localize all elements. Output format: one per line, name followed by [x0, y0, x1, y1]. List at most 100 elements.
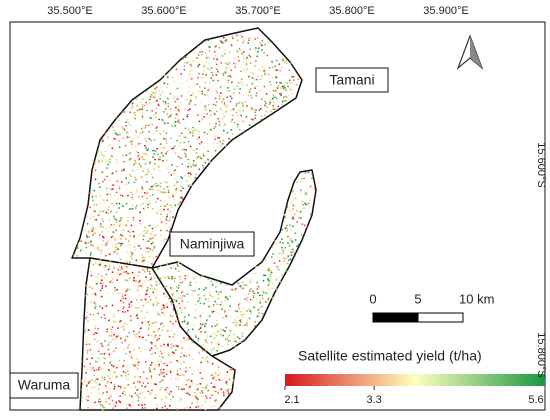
- yield-dot: [176, 120, 179, 123]
- yield-dot: [287, 235, 289, 238]
- yield-dot: [285, 89, 287, 92]
- yield-dot: [126, 289, 128, 292]
- yield-dot: [183, 361, 185, 364]
- yield-dot: [172, 287, 175, 290]
- yield-dot: [179, 294, 182, 297]
- yield-dot: [97, 327, 100, 330]
- yield-dot: [133, 364, 136, 367]
- yield-dot: [141, 384, 143, 387]
- yield-dot: [163, 146, 166, 149]
- yield-dot: [123, 387, 126, 389]
- yield-dot: [281, 57, 284, 60]
- yield-dot: [90, 407, 93, 410]
- yield-dot: [153, 168, 156, 171]
- yield-dot: [256, 55, 259, 58]
- yield-dot: [144, 297, 147, 300]
- yield-dot: [234, 319, 236, 321]
- yield-dot: [222, 98, 225, 101]
- yield-dot: [145, 124, 147, 127]
- yield-dot: [244, 324, 246, 326]
- yield-dot: [309, 185, 312, 188]
- yield-dot: [167, 386, 170, 389]
- yield-dot: [213, 337, 216, 339]
- tamani-region: [71, 27, 303, 269]
- yield-dot: [118, 146, 121, 149]
- yield-dot: [153, 332, 155, 334]
- yield-dot: [174, 100, 177, 103]
- yield-dot: [148, 323, 151, 326]
- yield-dot: [107, 240, 110, 243]
- yield-dot: [116, 343, 118, 345]
- yield-dot: [135, 162, 137, 165]
- yield-dot: [255, 109, 257, 112]
- yield-dot: [180, 132, 183, 135]
- yield-dot: [242, 293, 245, 296]
- yield-dot: [95, 203, 98, 206]
- lon-label: 35.500°E: [47, 5, 92, 17]
- yield-dot: [179, 368, 182, 370]
- yield-dot: [182, 295, 185, 297]
- yield-dot: [155, 296, 157, 299]
- yield-dot: [269, 273, 272, 276]
- yield-dot: [172, 76, 175, 79]
- yield-dot: [113, 350, 115, 352]
- yield-dot: [130, 146, 133, 148]
- yield-dot: [249, 298, 252, 301]
- yield-dot: [133, 276, 136, 279]
- yield-dot: [102, 406, 105, 409]
- yield-dot: [141, 407, 144, 409]
- yield-dot: [110, 381, 113, 384]
- yield-dot: [216, 350, 219, 352]
- yield-dot: [118, 119, 121, 122]
- yield-dot: [200, 331, 202, 333]
- yield-dot: [120, 181, 123, 184]
- yield-dot: [294, 197, 297, 200]
- yield-dot: [152, 193, 154, 196]
- yield-dot: [91, 196, 94, 198]
- yield-dot: [92, 333, 95, 336]
- yield-dot: [207, 39, 210, 42]
- yield-dot: [188, 132, 191, 135]
- yield-dot: [133, 246, 136, 248]
- yield-dot: [213, 127, 216, 130]
- yield-dot: [166, 215, 169, 218]
- yield-dot: [98, 182, 100, 185]
- yield-dot: [164, 103, 167, 105]
- yield-dot: [292, 189, 295, 192]
- yield-dot: [129, 173, 131, 176]
- yield-dot: [166, 203, 169, 206]
- yield-dot: [267, 73, 270, 76]
- yield-dot: [209, 294, 212, 297]
- yield-dot: [229, 295, 232, 298]
- yield-dot: [108, 397, 110, 400]
- yield-dot: [211, 374, 214, 376]
- yield-dot: [100, 141, 103, 144]
- yield-dot: [98, 398, 101, 400]
- yield-dot: [85, 315, 88, 318]
- yield-dot: [125, 124, 127, 127]
- yield-dot: [84, 329, 87, 331]
- yield-dot: [257, 309, 260, 311]
- yield-dot: [215, 63, 218, 66]
- yield-dot: [186, 293, 189, 296]
- yield-dot: [108, 377, 111, 380]
- legend-tick-label: 5.6: [528, 394, 543, 406]
- yield-dot: [131, 257, 134, 260]
- yield-dot: [195, 336, 198, 338]
- yield-dot: [148, 188, 151, 191]
- yield-dot: [240, 83, 243, 86]
- yield-dot: [181, 148, 184, 151]
- north-arrow: [456, 34, 484, 70]
- yield-dot: [274, 65, 277, 68]
- yield-dot: [138, 158, 141, 160]
- scale-label: 5: [414, 291, 421, 306]
- yield-dot: [121, 203, 123, 206]
- yield-dot: [101, 160, 103, 163]
- yield-dot: [118, 359, 120, 362]
- lon-label: 35.600°E: [141, 5, 186, 17]
- yield-dot: [106, 193, 109, 196]
- yield-dot: [92, 263, 95, 266]
- yield-dot: [199, 302, 202, 305]
- yield-dot: [149, 161, 152, 164]
- yield-dot: [99, 400, 102, 403]
